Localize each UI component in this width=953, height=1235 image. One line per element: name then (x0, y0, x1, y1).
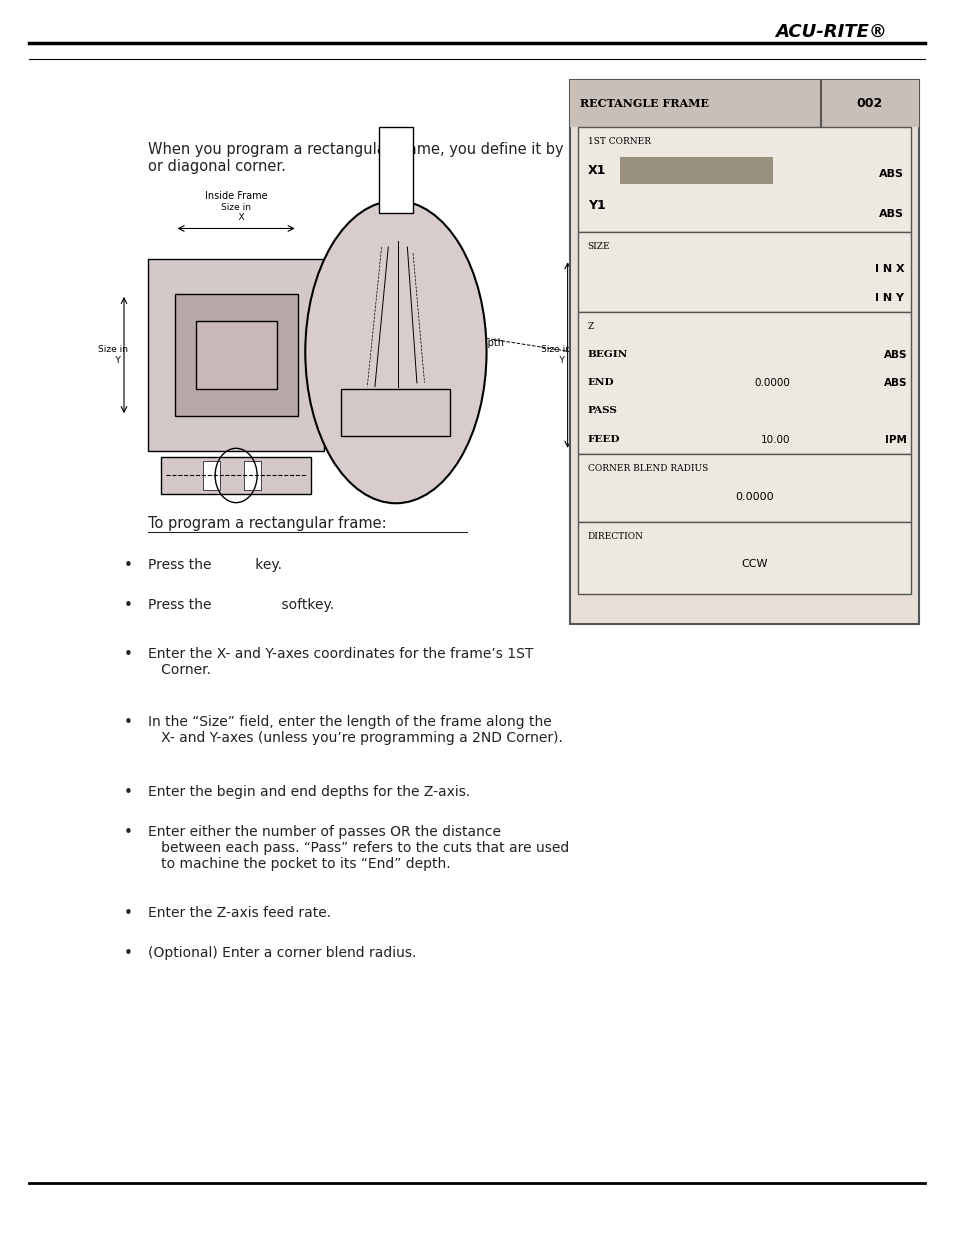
Text: PASS: PASS (587, 406, 617, 415)
FancyBboxPatch shape (686, 461, 703, 490)
FancyBboxPatch shape (612, 287, 746, 424)
FancyBboxPatch shape (203, 461, 220, 490)
Text: DIRECTION: DIRECTION (587, 532, 643, 541)
Text: •: • (124, 647, 132, 662)
Text: Size in
    Y: Size in Y (97, 346, 128, 364)
FancyBboxPatch shape (378, 127, 413, 214)
Text: •: • (124, 906, 132, 921)
Text: To program a rectangular frame:: To program a rectangular frame: (148, 516, 386, 531)
Text: First
Pass: First Pass (340, 280, 357, 300)
Text: END: END (587, 378, 614, 387)
FancyBboxPatch shape (243, 461, 260, 490)
FancyBboxPatch shape (570, 80, 918, 624)
Text: Outside Frame: Outside Frame (643, 191, 715, 201)
Text: ABS: ABS (882, 350, 906, 359)
FancyBboxPatch shape (578, 127, 910, 232)
Text: Final Pass
(Z End): Final Pass (Z End) (340, 377, 377, 396)
Text: •: • (124, 715, 132, 730)
FancyBboxPatch shape (631, 311, 727, 399)
Text: Press the                softkey.: Press the softkey. (148, 598, 334, 611)
Text: ACU-RITE®: ACU-RITE® (775, 23, 886, 41)
FancyBboxPatch shape (578, 232, 910, 312)
Text: •: • (124, 825, 132, 840)
Text: Enter either the number of passes OR the distance
   between each pass. “Pass” r: Enter either the number of passes OR the… (148, 825, 569, 872)
Text: Z: Z (587, 322, 594, 331)
Text: 10.00: 10.00 (760, 435, 789, 445)
Text: SIZE: SIZE (587, 242, 610, 251)
Text: FEED: FEED (587, 435, 619, 443)
FancyBboxPatch shape (340, 389, 450, 436)
FancyBboxPatch shape (148, 259, 324, 451)
Text: When you program a rectangular frame, you define it by its first corner, and its: When you program a rectangular frame, yo… (148, 142, 762, 174)
Text: •: • (124, 785, 132, 800)
FancyBboxPatch shape (161, 457, 311, 494)
Text: In the “Size” field, enter the length of the frame along the
   X- and Y-axes (u: In the “Size” field, enter the length of… (148, 715, 562, 745)
Text: Inside Frame: Inside Frame (205, 191, 267, 201)
FancyBboxPatch shape (578, 312, 910, 454)
Text: Enter the begin and end depths for the Z-axis.: Enter the begin and end depths for the Z… (148, 785, 470, 799)
Text: Enter the Z-axis feed rate.: Enter the Z-axis feed rate. (148, 906, 331, 920)
Text: Enter the X- and Y-axes coordinates for the frame’s 1ST
   Corner.: Enter the X- and Y-axes coordinates for … (148, 647, 533, 677)
Text: 1ST CORNER: 1ST CORNER (587, 137, 650, 146)
Text: 002: 002 (856, 98, 882, 110)
FancyBboxPatch shape (578, 454, 910, 522)
Text: I N Y: I N Y (875, 293, 903, 303)
Text: I N X: I N X (874, 264, 903, 274)
Text: RECTANGLE FRAME: RECTANGLE FRAME (579, 99, 708, 109)
Text: 0.0000: 0.0000 (734, 492, 773, 501)
Text: •: • (124, 558, 132, 573)
FancyBboxPatch shape (578, 522, 910, 594)
Text: IPM: IPM (884, 435, 906, 445)
FancyBboxPatch shape (195, 321, 276, 389)
FancyBboxPatch shape (174, 294, 297, 416)
Text: Size in
    Y: Size in Y (540, 346, 571, 364)
FancyBboxPatch shape (604, 457, 754, 494)
Text: BEGIN: BEGIN (587, 350, 627, 358)
Text: (Optional) Enter a corner blend radius.: (Optional) Enter a corner blend radius. (148, 946, 416, 960)
Text: CCW: CCW (740, 559, 766, 569)
FancyBboxPatch shape (570, 80, 918, 127)
Text: X1: X1 (587, 164, 605, 178)
Text: Press the          key.: Press the key. (148, 558, 281, 572)
Text: Depth: Depth (474, 338, 503, 348)
Text: •: • (124, 598, 132, 613)
Ellipse shape (305, 201, 486, 504)
Text: ABS: ABS (879, 169, 903, 179)
Text: Second
Pass: Second Pass (340, 330, 368, 350)
Text: 0.0000: 0.0000 (753, 378, 789, 388)
Text: Y1: Y1 (587, 199, 605, 212)
Text: ABS: ABS (879, 209, 903, 219)
FancyBboxPatch shape (646, 461, 663, 490)
Text: •: • (124, 946, 132, 961)
Text: CORNER BLEND RADIUS: CORNER BLEND RADIUS (587, 464, 707, 473)
Text: Size in
    X: Size in X (221, 203, 251, 222)
Text: Size in
    X: Size in X (664, 203, 694, 222)
FancyBboxPatch shape (619, 157, 773, 184)
FancyBboxPatch shape (591, 259, 767, 451)
Text: ABS: ABS (882, 378, 906, 388)
